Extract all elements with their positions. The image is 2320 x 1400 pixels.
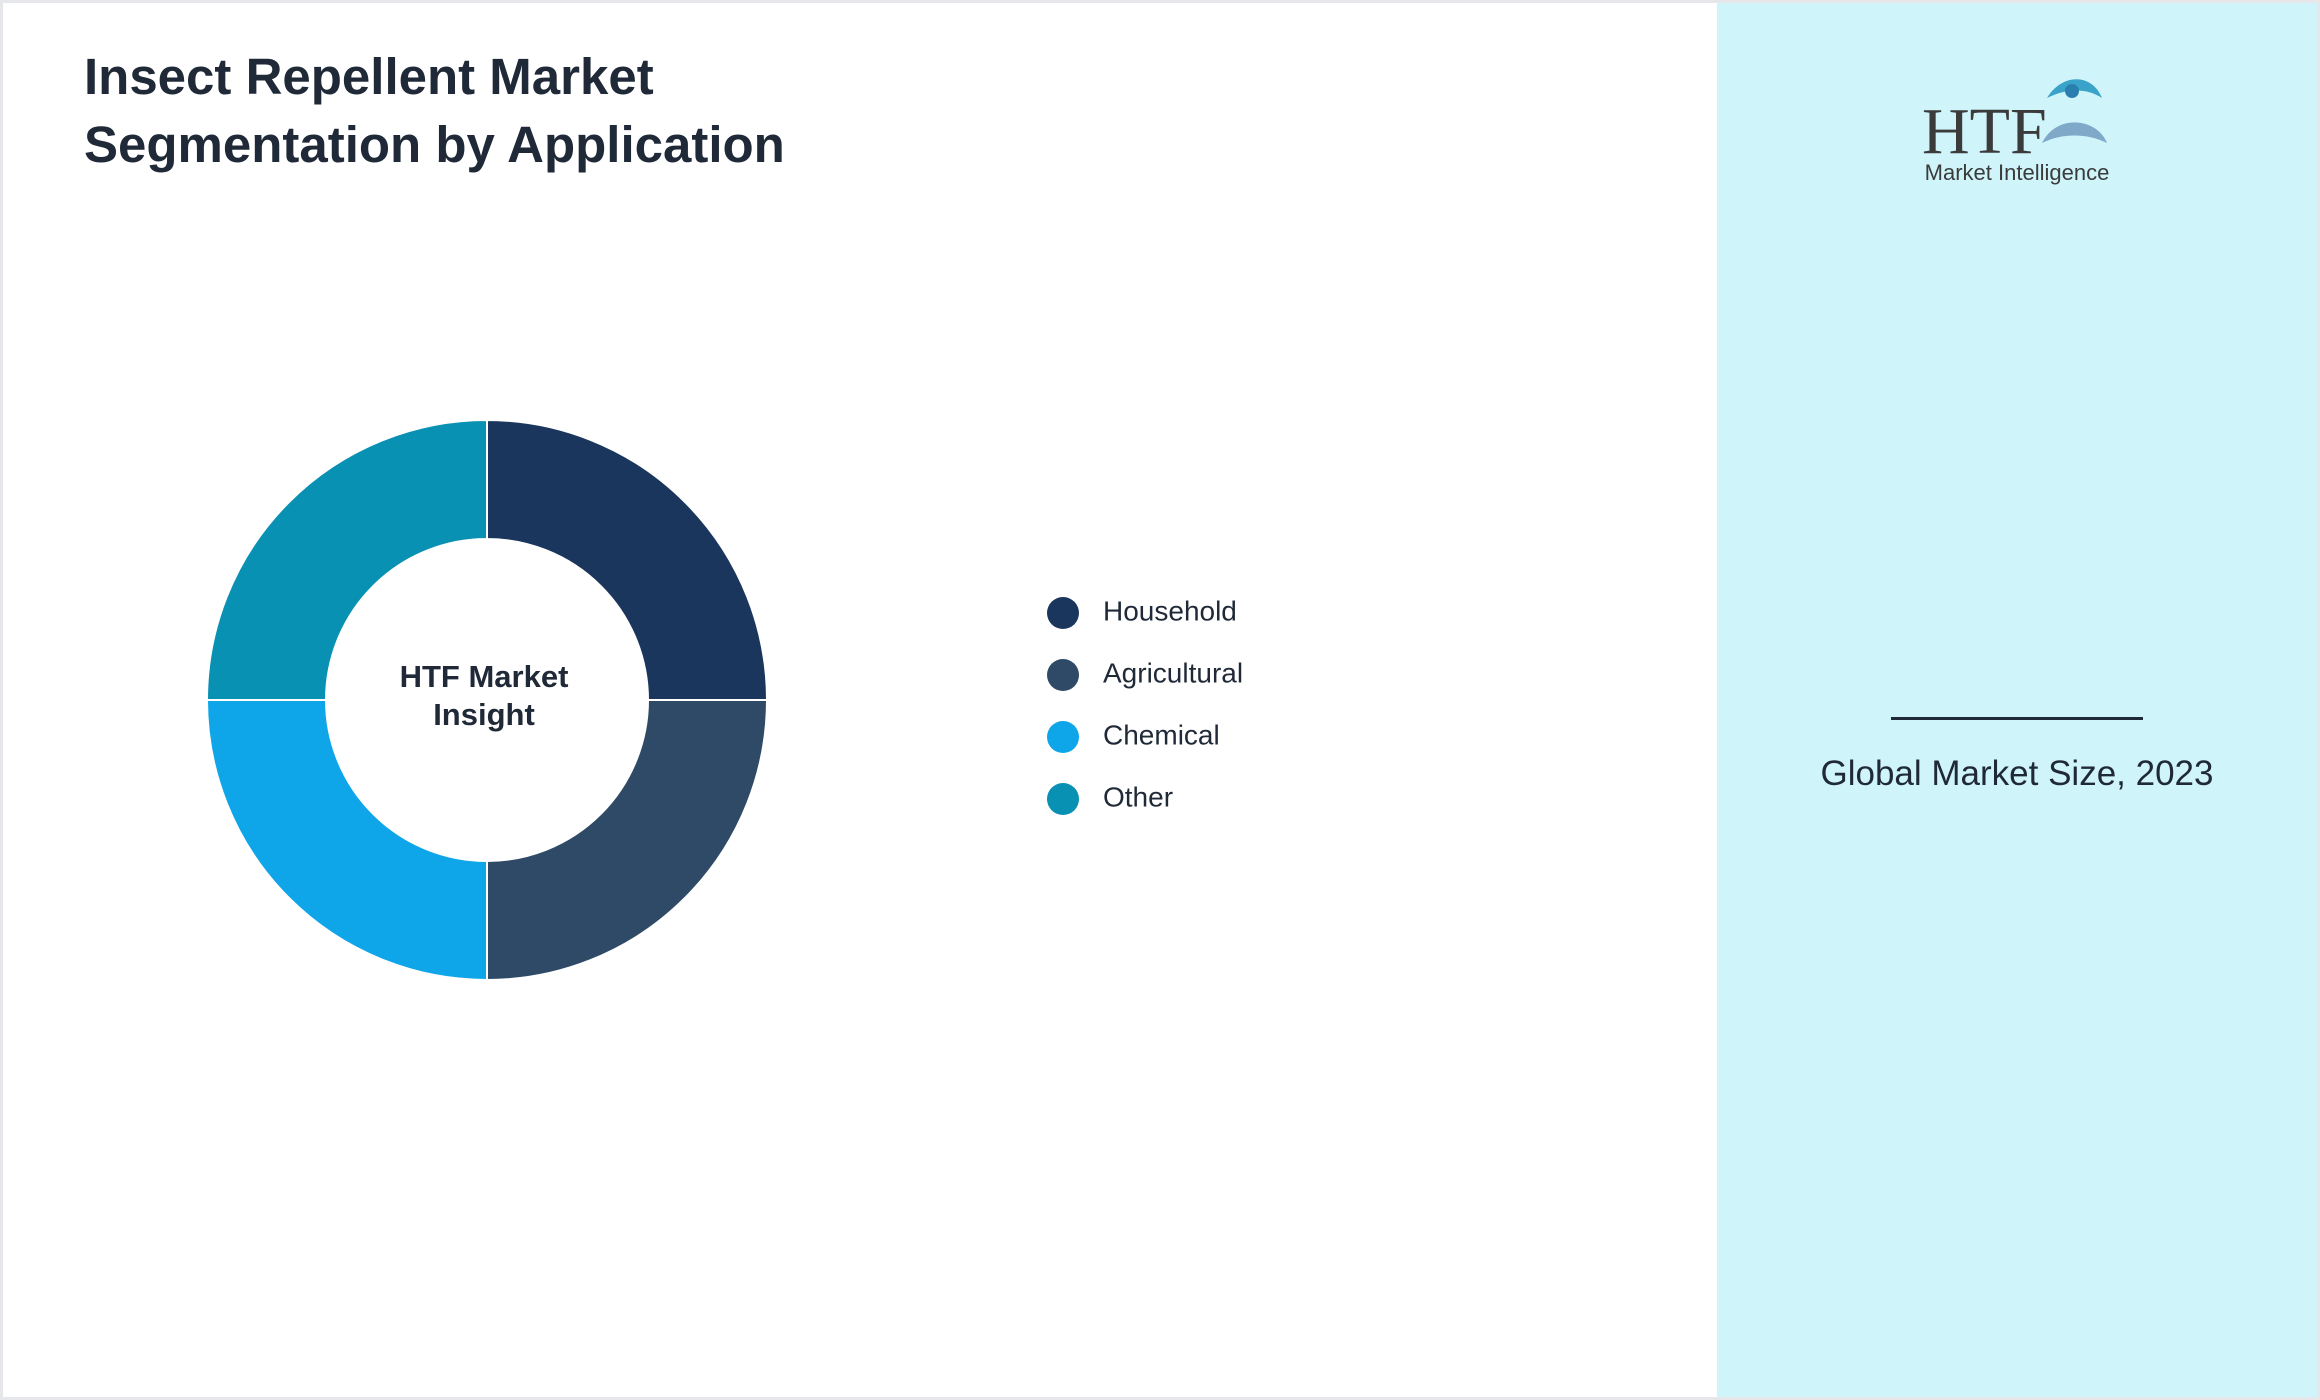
legend-label: Other [1103,781,1173,812]
sidebar: HTF Market Intelligence Global Market Si… [1717,3,2317,1397]
legend-label: Household [1103,595,1237,626]
legend-marker [1047,597,1079,629]
legend-label: Chemical [1103,719,1220,750]
legend-label: Agricultural [1103,657,1243,688]
logo-mark: HTF [1922,95,2047,168]
divider [1891,717,2143,720]
donut-segment [205,418,488,701]
center-label: HTF Market Insight [399,659,569,732]
legend-marker [1047,721,1079,753]
chart: Household Agricultural Chemical Other [205,418,1243,982]
logo: HTF Market Intelligence [1922,79,2110,185]
sidebar-label: Global Market Size, 2023 [1820,754,2214,793]
logo-dot [2065,84,2079,98]
logo-swirl [2042,122,2107,143]
donut-segment [486,418,769,701]
logo-text: Market Intelligence [1925,160,2110,185]
legend-marker [1047,783,1079,815]
donut-segment [205,699,488,982]
chart-title: Insect Repellent Market Segmentation by … [84,48,785,173]
legend-marker [1047,659,1079,691]
donut-segment [486,699,769,982]
